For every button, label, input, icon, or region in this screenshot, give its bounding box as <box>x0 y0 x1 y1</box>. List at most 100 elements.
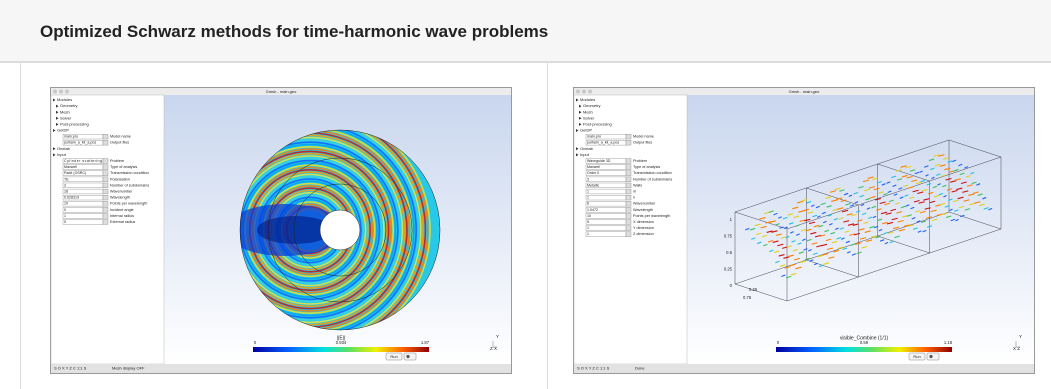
gmsh-window: Gmsh - main.geoS O X Y Z C 1:1 SDoneModu… <box>573 87 1035 374</box>
param-label: Problem <box>110 159 124 163</box>
param-label: Wavelength <box>633 208 653 212</box>
y-axis-label: 0.75 <box>724 234 733 239</box>
y-axis-label: 0.5 <box>726 250 732 255</box>
param-value: 1 <box>64 214 66 218</box>
tree-item: Post-processing <box>60 121 89 126</box>
param-button <box>626 201 631 206</box>
param-field <box>586 189 626 194</box>
param-value: pulham_a_kit_a.pos <box>64 141 96 145</box>
run-label: Run <box>913 354 920 359</box>
param-button <box>103 134 108 139</box>
param-label: Wavelength <box>110 196 130 200</box>
param-label: Polarisation <box>110 177 130 181</box>
param-button <box>626 171 631 176</box>
param-label: Y dimension <box>633 226 654 230</box>
param-label: Number of subdomains <box>633 177 672 181</box>
param-value: 1 <box>587 226 589 230</box>
tree-item: GetDP <box>580 128 592 133</box>
param-field <box>586 201 626 206</box>
param-button <box>103 165 108 170</box>
param-button <box>103 207 108 212</box>
param-value: Metallic <box>587 183 599 187</box>
settings-button[interactable] <box>927 353 939 360</box>
tree-item: Geometry <box>583 103 601 108</box>
param-value: 1 <box>587 189 589 193</box>
param-label: Problem <box>633 159 647 163</box>
param-label: X dimension <box>633 220 654 224</box>
param-value: 5 <box>587 220 589 224</box>
param-button <box>103 214 108 219</box>
param-label: Type of analysis <box>110 165 137 169</box>
param-label: m <box>633 190 636 194</box>
param-field <box>63 177 103 182</box>
param-value: 10 <box>587 214 591 218</box>
param-button <box>626 189 631 194</box>
status-text: Mesh display OFF <box>112 366 145 371</box>
gear-icon <box>929 355 932 358</box>
window-button <box>59 90 63 94</box>
param-field <box>586 232 626 237</box>
param-label: Type of analysis <box>633 165 660 169</box>
gmsh-window: Gmsh - main.geoS O X Y Z C 1:1 SMesh dis… <box>50 87 512 374</box>
param-value: Maxwell <box>64 165 77 169</box>
scatterer <box>320 210 360 250</box>
run-label: Run <box>390 354 397 359</box>
param-field <box>63 220 103 225</box>
param-value: 6 <box>587 202 589 206</box>
param-label: Wavenumber <box>110 190 133 194</box>
param-field <box>63 207 103 212</box>
param-value: 1 <box>587 232 589 236</box>
colorbar <box>253 347 429 352</box>
param-button <box>103 177 108 182</box>
param-label: Walls <box>633 183 642 187</box>
param-label: Z dimension <box>633 232 654 236</box>
tree-item: Solver <box>583 115 595 120</box>
param-button <box>103 220 108 225</box>
settings-button[interactable] <box>404 353 416 360</box>
param-value: 0 <box>64 208 66 212</box>
tree-item: Input <box>57 152 67 157</box>
param-field <box>63 201 103 206</box>
colorbar-tick: 1.18 <box>944 340 953 345</box>
param-label: External radius <box>110 220 135 224</box>
param-field <box>63 214 103 219</box>
param-button <box>626 134 631 139</box>
window-button <box>588 90 592 94</box>
param-field <box>586 195 626 200</box>
page-title: Optimized Schwarz methods for time-harmo… <box>40 22 548 42</box>
status-icons: S O X Y Z C 1:1 S <box>577 366 610 371</box>
param-value: 3 <box>64 183 66 187</box>
param-value: pulham_a_kit_a.pos <box>587 141 619 145</box>
param-label: Number of subdomains <box>110 183 149 187</box>
tree-item: Geometry <box>60 103 78 108</box>
param-field <box>586 226 626 231</box>
param-value: 10 <box>64 202 68 206</box>
param-button <box>626 232 631 237</box>
tree-item: Mesh <box>60 109 70 114</box>
param-value: 1 <box>587 196 589 200</box>
param-label: Internal radius <box>110 214 134 218</box>
param-button <box>626 140 631 145</box>
param-button <box>103 195 108 200</box>
param-label: Output files <box>633 141 652 145</box>
window-button <box>582 90 586 94</box>
param-button <box>626 226 631 231</box>
page: Optimized Schwarz methods for time-harmo… <box>0 0 1051 389</box>
param-button <box>626 183 631 188</box>
param-button <box>626 159 631 164</box>
param-label: Model name <box>633 135 654 139</box>
param-button <box>626 207 631 212</box>
colorbar-tick: 0.934 <box>336 340 347 345</box>
param-value: 3 <box>587 177 589 181</box>
tree-item: Onelab <box>57 146 71 151</box>
tree-item: Onelab <box>580 146 594 151</box>
param-label: Output files <box>110 141 129 145</box>
tree-item: Solver <box>60 115 72 120</box>
param-button <box>103 201 108 206</box>
param-button <box>103 171 108 176</box>
window-button <box>576 90 580 94</box>
param-value: 18 <box>64 189 68 193</box>
param-value: TE <box>64 177 69 181</box>
tree-item: Post-processing <box>583 121 612 126</box>
param-button <box>626 214 631 219</box>
